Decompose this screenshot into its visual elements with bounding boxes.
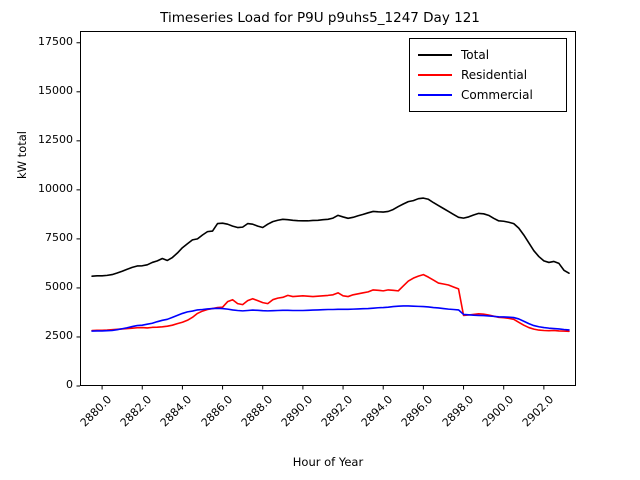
- y-tick-label: 7500: [45, 230, 73, 244]
- legend-item-commercial: Commercial: [418, 85, 558, 105]
- legend-label-residential: Residential: [461, 68, 528, 82]
- chart-legend: Total Residential Commercial: [409, 38, 567, 112]
- legend-swatch-residential: [418, 74, 452, 76]
- legend-item-total: Total: [418, 45, 558, 65]
- series-line-total: [91, 197, 570, 277]
- plot-area: [80, 31, 576, 386]
- legend-label-commercial: Commercial: [461, 88, 533, 102]
- y-tick-label: 0: [66, 378, 73, 391]
- y-tick-label: 15000: [38, 83, 73, 97]
- series-line-commercial: [91, 305, 570, 332]
- y-tick-label: 12500: [38, 132, 73, 146]
- legend-swatch-total: [418, 54, 452, 56]
- y-tick-label: 17500: [38, 34, 73, 48]
- y-tick-label: 5000: [45, 279, 73, 293]
- series-line-residential: [91, 273, 570, 333]
- y-tick-label: 10000: [38, 181, 73, 195]
- page-title: Timeseries Load for P9U p9uhs5_1247 Day …: [160, 10, 480, 26]
- legend-item-residential: Residential: [418, 65, 558, 85]
- y-tick-label: 2500: [45, 328, 73, 342]
- x-axis-label: Hour of Year: [292, 455, 364, 469]
- legend-label-total: Total: [461, 48, 490, 62]
- legend-swatch-commercial: [418, 94, 452, 96]
